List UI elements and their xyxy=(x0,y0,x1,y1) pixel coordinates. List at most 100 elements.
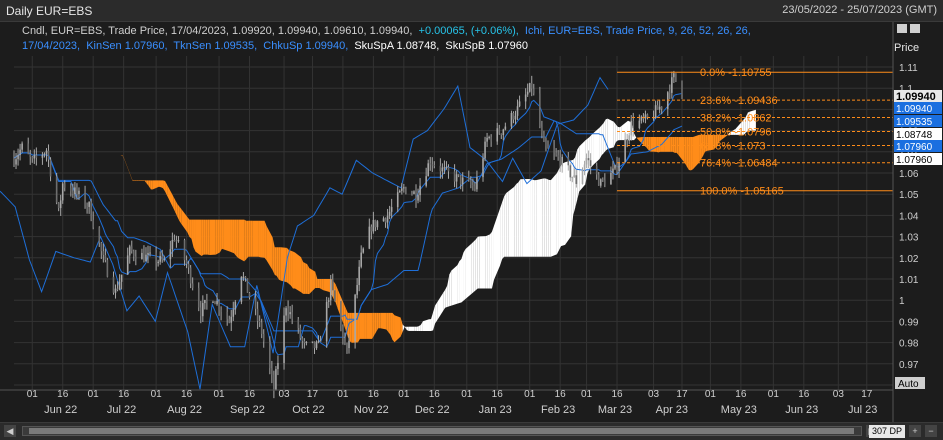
cloud-segment xyxy=(437,292,444,321)
candle-body xyxy=(202,303,204,317)
candle-body xyxy=(27,143,30,154)
fib-level-label: 38.2% -1.0862 xyxy=(700,112,772,124)
candle-body xyxy=(86,205,88,207)
cloud-segment xyxy=(307,264,310,295)
auto-scale-button[interactable] xyxy=(895,377,925,389)
zoom-out-icon[interactable]: − xyxy=(925,425,937,437)
cloud-segment xyxy=(686,136,689,171)
cloud-segment xyxy=(402,324,405,332)
cloud-segment xyxy=(380,312,387,330)
candle-body xyxy=(114,288,117,293)
candle-body xyxy=(35,155,38,158)
chart-control-icons[interactable] xyxy=(897,24,920,33)
cloud-segment xyxy=(646,136,649,150)
cloud-segment xyxy=(195,219,202,257)
x-month-label: Mar 23 xyxy=(598,404,632,416)
cloud-segment xyxy=(357,312,360,343)
x-day-tick: 01 xyxy=(398,389,410,400)
candle-body xyxy=(273,374,275,391)
cloud-segment xyxy=(349,312,352,343)
cloud-segment xyxy=(548,179,551,257)
y-tick-label: 1.05 xyxy=(899,190,919,201)
candle-body xyxy=(585,158,588,165)
cloud-segment xyxy=(563,162,566,246)
candle-body xyxy=(512,113,515,120)
scrollbar[interactable] xyxy=(22,426,862,436)
candle-body xyxy=(401,188,403,191)
cloud-segment xyxy=(617,126,620,141)
x-day-tick: 17 xyxy=(307,389,319,400)
candle-body xyxy=(104,255,107,261)
legend-ichimoku-date: 17/04/2023, xyxy=(22,40,80,52)
candle-body xyxy=(303,340,306,343)
candle-body xyxy=(386,215,389,223)
candle-body xyxy=(331,279,334,291)
cloud-segment xyxy=(173,196,176,213)
candle-body xyxy=(470,180,472,185)
x-day-tick: 01 xyxy=(705,389,717,400)
candle-body xyxy=(90,202,92,220)
candle-body xyxy=(218,300,220,311)
date-range: 23/05/2022 - 25/07/2023 (GMT) xyxy=(782,4,937,16)
cloud-segment xyxy=(258,220,261,258)
candle-body xyxy=(329,279,332,301)
candle-body xyxy=(33,155,36,159)
candle-body xyxy=(575,175,578,184)
cloud-segment xyxy=(520,179,523,257)
time-axis[interactable]: 01 16 01 16 01 16 01 16 03 17 01 16 01 16 01 16 01 16 01 16… xyxy=(0,389,893,416)
candle-body xyxy=(275,369,277,391)
candle-body xyxy=(118,281,121,290)
legend-skuspb: SkuSpB 1.07960 xyxy=(445,40,528,52)
y-tick-label: 0.98 xyxy=(899,339,919,350)
fib-level-label: 76.4% -1.06484 xyxy=(700,158,778,170)
candle-body xyxy=(545,141,547,147)
cloud-segment xyxy=(500,202,503,266)
cloud-segment xyxy=(528,178,531,257)
candle-body xyxy=(226,311,228,320)
candle-body xyxy=(289,312,291,315)
restore-icon[interactable] xyxy=(897,24,907,33)
settings-icon[interactable] xyxy=(910,24,920,33)
cloud-segment xyxy=(457,261,460,304)
price-tag xyxy=(894,153,942,165)
cloud-segment xyxy=(232,219,235,254)
cloud-segment xyxy=(238,219,245,262)
ichimoku-lines xyxy=(0,76,683,390)
cloud-segment xyxy=(699,134,702,163)
price-axis[interactable]: Price 1.111.11.091.081.071.061.051.041.0… xyxy=(892,22,919,422)
candle-body xyxy=(461,177,464,185)
cloud-segment xyxy=(215,219,218,255)
cloud-segment xyxy=(148,180,151,190)
candle-body xyxy=(13,158,15,165)
price-tag-label: 1.09535 xyxy=(896,117,933,128)
candle-body xyxy=(390,207,393,212)
x-day-tick: 17 xyxy=(676,389,688,400)
x-day-tick: 16 xyxy=(735,389,747,400)
x-month-label: Nov 22 xyxy=(354,404,389,416)
cloud-segment xyxy=(160,180,164,189)
candle-body xyxy=(248,292,251,298)
cloud-segment xyxy=(502,196,505,260)
candle-body xyxy=(543,133,545,142)
x-day-tick: 16 xyxy=(118,389,130,400)
candle-body xyxy=(132,251,135,257)
cloud-segment xyxy=(246,220,249,260)
legend-tknsen: TknSen 1.09535, xyxy=(173,40,257,52)
scroll-left-icon[interactable]: ◀ xyxy=(4,425,16,437)
cloud-segment xyxy=(542,178,545,257)
fibonacci-retracement[interactable]: 0.0% -1.10755 23.6% -1.09436 38.2% -1.0862… xyxy=(617,67,893,198)
svg-text:Cndl, EUR=EBS, Trade Price, 17: Cndl, EUR=EBS, Trade Price, 17/04/2023, … xyxy=(22,25,751,37)
cloud-segment xyxy=(713,134,716,150)
candle-body xyxy=(626,139,628,141)
cloud-segment xyxy=(292,251,296,289)
zoom-in-icon[interactable]: + xyxy=(909,425,921,437)
candle-body xyxy=(612,168,614,173)
candle-body xyxy=(262,333,265,342)
cloud-segment xyxy=(303,262,306,294)
candle-body xyxy=(496,128,499,142)
candles xyxy=(13,70,683,399)
scrollbar-thumb[interactable] xyxy=(29,428,854,434)
candle-body xyxy=(396,192,399,208)
y-tick-label: 1.01 xyxy=(899,275,919,286)
price-chart[interactable]: 0.0% -1.10755 23.6% -1.09436 38.2% -1.0862… xyxy=(0,22,943,422)
